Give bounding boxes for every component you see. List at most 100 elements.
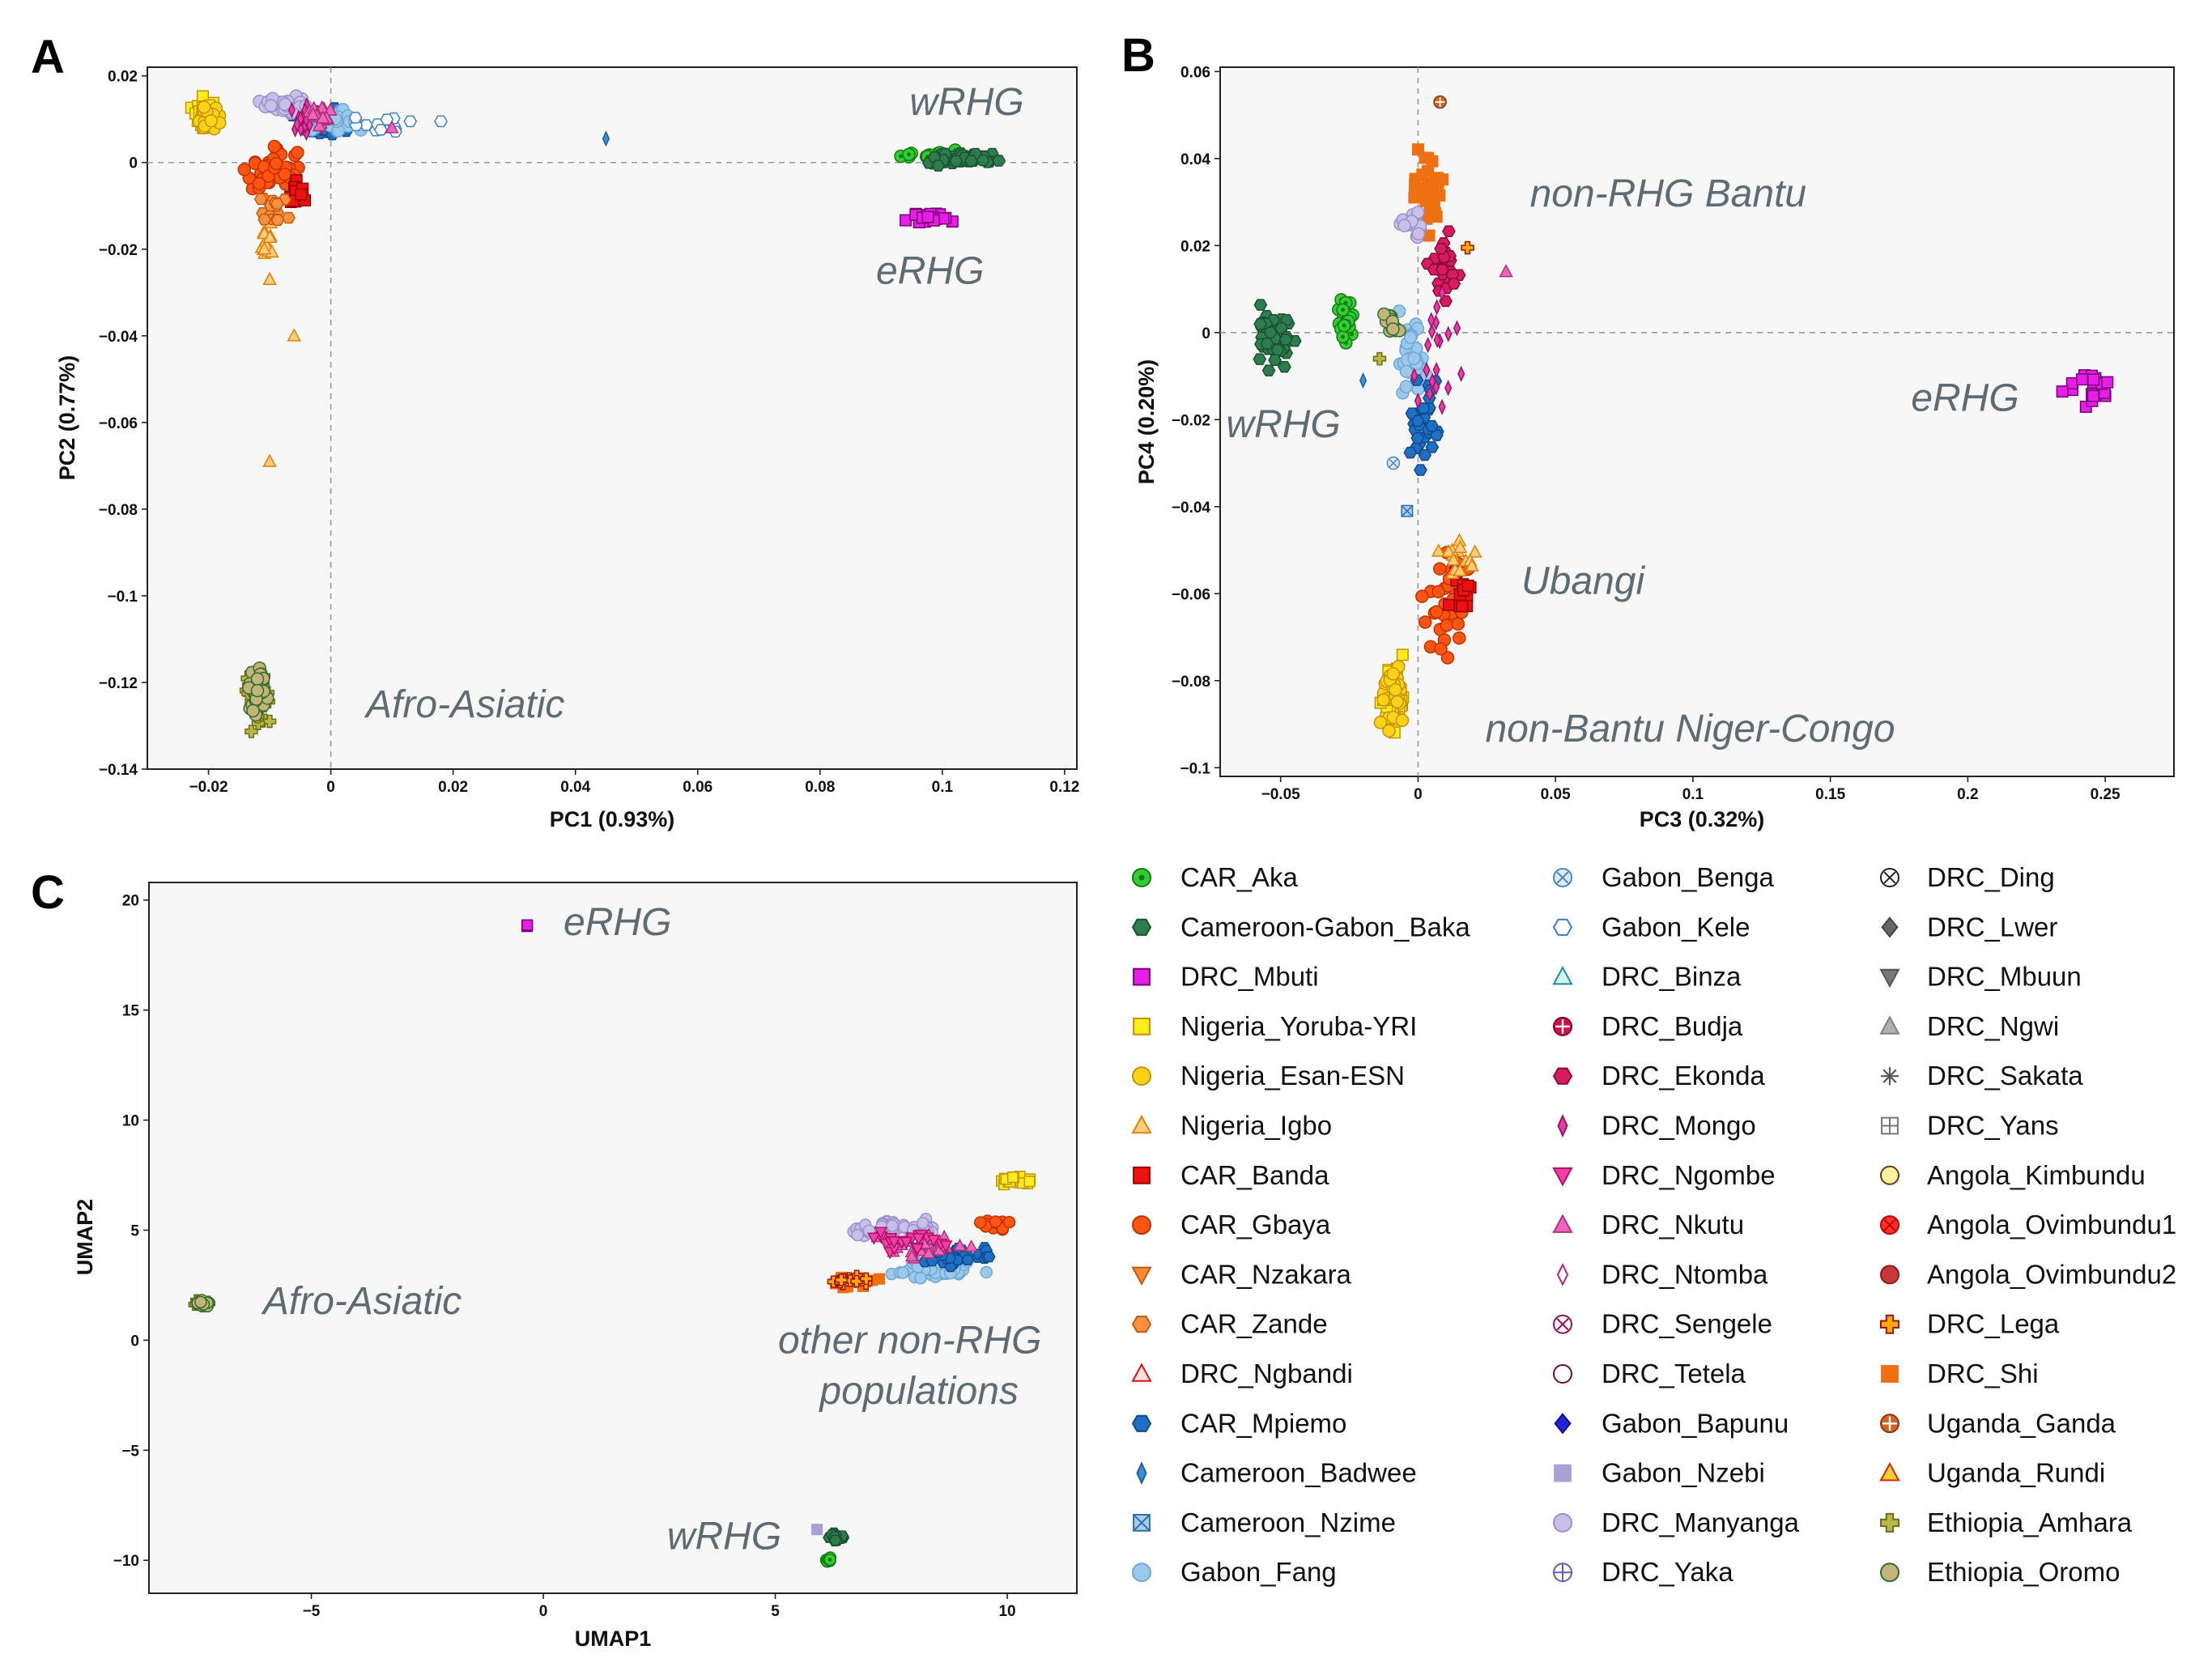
legend-label: Nigeria_Esan-ESN — [1180, 1061, 1405, 1091]
x-tick-label: −0.05 — [1261, 786, 1301, 803]
legend-item-drc-shi: DRC_Shi — [1881, 1358, 2039, 1388]
legend-marker-angola-ovimbundu1 — [1880, 1215, 1899, 1235]
data-point-drc-ngombe — [867, 1232, 881, 1245]
annotation-wrhg: wRHG — [1226, 403, 1340, 446]
legend-item-drc-ngbandi: DRC_Ngbandi — [1131, 1358, 1353, 1388]
data-point-drc-mbuti — [2056, 385, 2069, 398]
panel-a-chart: −0.02 0 0.02 0.04 0.06 0.08 0.1 0.12 0.02 0 −0.02 −… — [55, 66, 1079, 831]
panel-c-points — [188, 919, 1036, 1568]
y-tick-label: 0 — [129, 155, 138, 172]
annotation-ubangi: Ubangi — [1521, 559, 1645, 602]
annotation-populations: populations — [818, 1370, 1019, 1413]
data-point-drc-shi — [1408, 191, 1421, 204]
data-point-cameroon-gabon-baka — [976, 154, 990, 167]
data-point-nigeria-igbo — [1446, 552, 1461, 566]
data-point-car-mpiemo — [982, 1251, 996, 1263]
panel-a-annotations: wRHG eRHG Afro-Asiatic — [364, 81, 1024, 726]
data-point-drc-manyanga — [886, 1219, 899, 1232]
data-point-drc-nkutu — [305, 107, 321, 121]
data-point-gabon-fang — [914, 1272, 927, 1285]
data-point-drc-mbuti — [2101, 376, 2114, 389]
data-point-ethiopia-amhara — [1372, 351, 1387, 366]
data-point-cameroon-gabon-baka — [1278, 360, 1291, 373]
legend-item-angola-ovimbundu1: Angola_Ovimbundu1 — [1880, 1210, 2176, 1239]
x-tick-label: 10 — [998, 1603, 1015, 1620]
panel-b-plot-area — [1219, 66, 2175, 777]
y-tick-label: −5 — [121, 1443, 139, 1460]
data-point-car-banda — [1456, 600, 1469, 613]
data-point-gabon-fang — [1407, 351, 1421, 365]
data-point-drc-mongo — [1444, 325, 1453, 342]
legend-item-nigeria-yoruba-yri: Nigeria_Yoruba-YRI — [1133, 1011, 1417, 1041]
data-point-nigeria-esan-esn — [1373, 716, 1388, 729]
annotation-afro-asiatic: Afro-Asiatic — [261, 1280, 462, 1323]
data-point-cameroon-nzime — [1401, 504, 1414, 517]
data-point-car-aka — [1336, 303, 1350, 317]
data-point-car-gbaya — [291, 146, 304, 159]
y-tick-label: −0.12 — [99, 675, 138, 692]
annotation-wrhg: wRHG — [667, 1516, 781, 1558]
data-point-drc-mongo — [1428, 372, 1436, 389]
legend-marker-drc-manyanga — [1553, 1512, 1572, 1533]
data-point-car-aka — [1337, 318, 1351, 333]
legend-label: CAR_Zande — [1180, 1309, 1328, 1339]
data-point-drc-lega — [850, 1274, 863, 1288]
annotation-erhg: eRHG — [564, 901, 671, 944]
data-point-drc-nkutu — [921, 1246, 936, 1259]
legend-marker-drc-sengele — [1553, 1314, 1572, 1334]
data-point-drc-mongo — [1438, 284, 1446, 301]
data-point-car-gbaya — [1002, 1215, 1016, 1229]
x-tick-label: 0.06 — [683, 779, 713, 796]
data-point-nigeria-igbo — [257, 241, 272, 255]
annotation-other-non-rhg: other non-RHG — [778, 1320, 1041, 1363]
legend-label: DRC_Ntomba — [1602, 1259, 1768, 1289]
legend-marker-car-aka — [1132, 868, 1151, 887]
legend-item-drc-manyanga: DRC_Manyanga — [1553, 1507, 1800, 1537]
data-point-cameroon-gabon-baka — [1253, 317, 1268, 330]
data-point-drc-mongo — [1444, 380, 1453, 397]
data-point-nigeria-esan-esn — [197, 100, 211, 114]
legend-marker-nigeria-esan-esn — [1132, 1066, 1151, 1086]
x-tick-label: 0.25 — [2091, 786, 2121, 803]
data-point-gabon-nzebi — [811, 1524, 823, 1536]
x-tick-label: 0.2 — [1957, 786, 1978, 803]
y-tick-label: −0.06 — [99, 415, 138, 432]
data-point-nigeria-igbo — [287, 328, 302, 342]
y-tick-label: 10 — [122, 1113, 139, 1130]
data-point-car-gbaya — [989, 1215, 1002, 1228]
legend-label: Angola_Kimbundu — [1927, 1160, 2146, 1190]
data-point-nigeria-esan-esn — [204, 113, 218, 128]
panel-b-axes: −0.05 0 0.05 0.1 0.15 0.2 0.25 0.06 0.04 0.02 0 −0.… — [1172, 64, 2121, 803]
legend-item-gabon-kele: Gabon_Kele — [1552, 912, 1750, 942]
panel-letter-a: A — [31, 31, 65, 83]
data-point-ethiopia-oromo — [194, 1295, 207, 1309]
x-tick-label: −5 — [303, 1603, 321, 1620]
data-point-drc-nkutu — [316, 110, 330, 124]
data-point-car-mpiemo — [1410, 432, 1425, 444]
x-tick-label: 0.04 — [560, 779, 590, 796]
legend-item-drc-mbuti: DRC_Mbuti — [1133, 962, 1319, 992]
legend-label: DRC_Ngwi — [1927, 1011, 2059, 1041]
data-point-ethiopia-oromo — [250, 672, 265, 686]
legend-item-drc-yans: DRC_Yans — [1881, 1111, 2059, 1141]
data-point-drc-shi — [1409, 172, 1422, 185]
y-tick-label: 15 — [122, 1003, 140, 1020]
data-point-nigeria-igbo — [1453, 539, 1468, 554]
data-point-car-mpiemo — [1414, 464, 1427, 476]
x-tick-label: 0.12 — [1049, 779, 1079, 796]
legend-label: DRC_Yans — [1927, 1111, 2059, 1141]
legend-item-car-zande: CAR_Zande — [1131, 1309, 1328, 1339]
data-point-drc-manyanga — [916, 1216, 929, 1230]
data-point-nigeria-yoruba-yri — [1006, 1171, 1019, 1184]
legend-label: Angola_Ovimbundu2 — [1927, 1259, 2176, 1289]
legend-item-cameroon-nzime: Cameroon_Nzime — [1133, 1507, 1396, 1537]
legend-item-drc-ekonda: DRC_Ekonda — [1552, 1061, 1765, 1091]
legend-marker-gabon-nzebi — [1554, 1464, 1572, 1482]
data-point-car-gbaya — [1429, 605, 1444, 619]
x-tick-label: 0.08 — [805, 779, 835, 796]
legend-label: DRC_Sengele — [1602, 1309, 1772, 1339]
panel-a-y-axis-title: PC2 (0.77%) — [55, 355, 79, 481]
data-point-car-mpiemo — [1418, 449, 1432, 461]
data-point-ethiopia-oromo — [246, 704, 260, 718]
data-point-drc-mbuti — [2087, 389, 2099, 402]
